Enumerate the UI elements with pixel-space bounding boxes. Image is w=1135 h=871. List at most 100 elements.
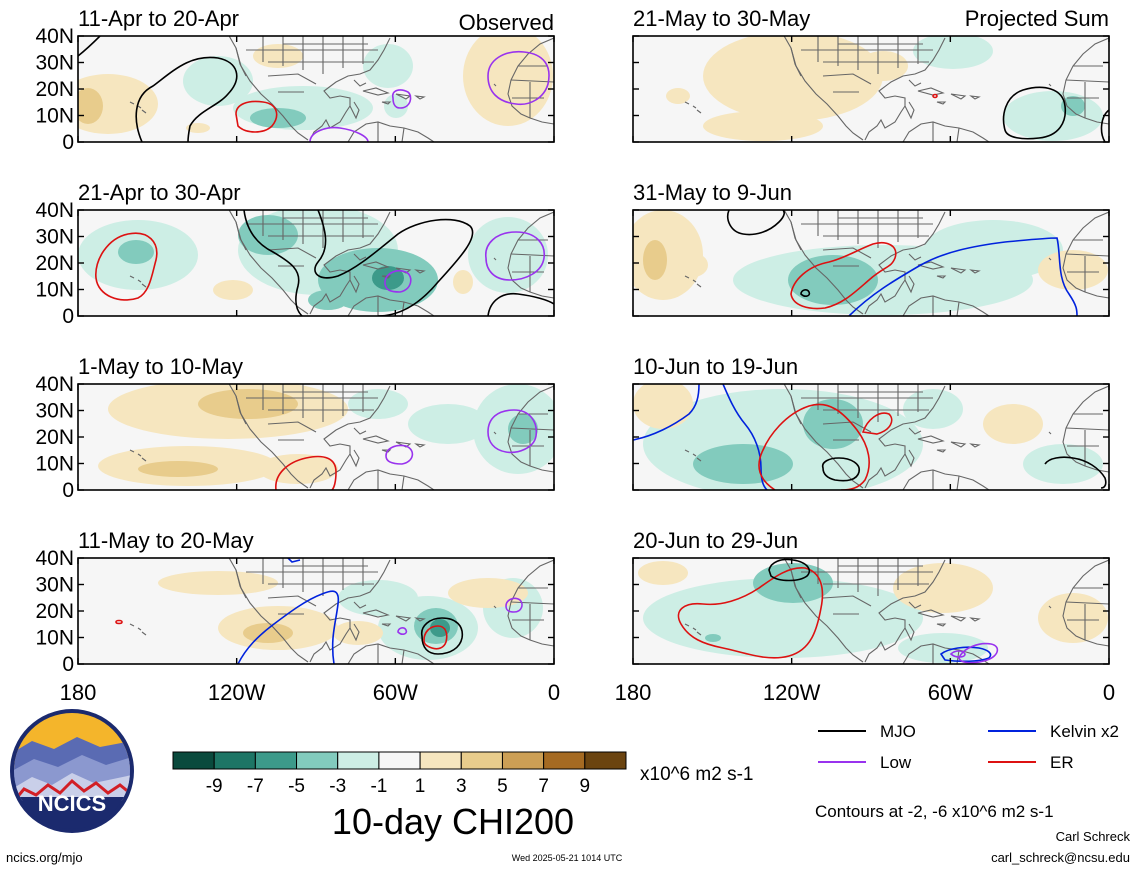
- contour-low: [487, 51, 550, 106]
- colorbar-swatch: [296, 751, 339, 770]
- anomaly-shading: [666, 88, 690, 104]
- contour-er: [932, 93, 938, 99]
- contour-mjo: [135, 56, 238, 142]
- panel-title: 11-May to 20-May: [78, 528, 254, 553]
- colorbar-swatch: [213, 751, 256, 770]
- anomaly-shading: [213, 280, 253, 300]
- contour-mjo: [768, 558, 811, 582]
- contour-mjo: [1044, 456, 1107, 489]
- colorbar-swatch: [254, 751, 298, 770]
- contour-mjo: [821, 457, 861, 482]
- lon-tick-label: 0: [548, 680, 560, 705]
- contour-low: [391, 89, 412, 109]
- anomaly-shading: [348, 389, 408, 419]
- lat-tick-label: 10N: [35, 279, 74, 302]
- legend-item-mjo: MJO: [818, 722, 916, 741]
- contour-low: [485, 231, 545, 281]
- anomaly-shading: [678, 253, 708, 277]
- legend-label: Kelvin x2: [1050, 722, 1119, 741]
- author-email: carl_schreck@ncsu.edu: [991, 850, 1130, 865]
- colorbar-tick-label: -7: [247, 776, 264, 797]
- lon-tick-label: 120W: [763, 680, 821, 705]
- lat-tick-label: 0: [62, 305, 74, 328]
- anomaly-shading: [893, 563, 993, 613]
- anomaly-shading: [913, 36, 993, 69]
- lat-tick-label: 40N: [35, 25, 74, 48]
- contour-low: [385, 444, 414, 465]
- lat-tick-label: 0: [62, 479, 74, 502]
- colorbar-tick-label: 5: [497, 776, 508, 797]
- anomaly-shading: [430, 619, 450, 637]
- lat-tick-label: 20N: [35, 600, 74, 623]
- anomaly-shading: [703, 111, 823, 141]
- lon-tick-label: 120W: [208, 680, 266, 705]
- anomaly-shading: [233, 86, 373, 130]
- colorbar-tick-label: -9: [206, 776, 223, 797]
- lat-tick-label: 10N: [35, 453, 74, 476]
- anomaly-shading: [363, 44, 413, 88]
- anomaly-shading: [898, 633, 988, 663]
- contour-mjo: [800, 289, 811, 297]
- anomaly-shading: [1038, 593, 1108, 643]
- colorbar-swatch: [172, 751, 215, 770]
- panel-title: 10-Jun to 19-Jun: [633, 354, 798, 379]
- anomaly-shading: [923, 220, 1063, 280]
- map-panel: 10-Jun to 19-Jun: [632, 354, 1110, 491]
- contour-mjo: [243, 210, 303, 316]
- contour-er: [235, 100, 278, 133]
- anomaly-shading: [138, 461, 218, 477]
- anomaly-shading: [333, 621, 383, 645]
- contour-mjo: [487, 292, 554, 316]
- lon-tick-label: 60W: [928, 680, 973, 705]
- contour-mjo: [1002, 86, 1067, 140]
- anomaly-shading: [1023, 444, 1103, 484]
- contour-low: [397, 627, 408, 635]
- panel-title: 21-May to 30-May: [633, 6, 810, 31]
- anomaly-shading: [633, 384, 693, 429]
- site-url: ncics.org/mjo: [6, 850, 83, 865]
- lat-tick-label: 30N: [35, 400, 74, 423]
- legend-label: Low: [880, 753, 912, 772]
- lat-tick-label: 0: [62, 131, 74, 154]
- colorbar-swatch: [378, 751, 421, 770]
- colorbar-tick-label: -1: [370, 776, 387, 797]
- lat-tick-label: 30N: [35, 574, 74, 597]
- map-panel: 180 120W 60W 0 20-Jun to 29-Jun: [615, 528, 1115, 705]
- contour-low: [505, 597, 523, 613]
- lat-tick-label: 30N: [35, 52, 74, 75]
- map-panel: 40N 30N 20N 10N 0 180 120W 60W 0 11-May to 20-May: [35, 528, 560, 705]
- panel-title: 21-Apr to 30-Apr: [78, 180, 241, 205]
- map-panel: 21-May to 30-May Projected Sum: [632, 6, 1110, 143]
- colorbar-swatch: [584, 751, 627, 770]
- contour-kelvin: [287, 558, 301, 563]
- anomaly-shading: [643, 240, 667, 280]
- colorbar: -9 -7 -5 -3 -1 1 3 5 7 9: [172, 751, 627, 797]
- contour-er: [275, 455, 337, 490]
- anomaly-shading: [78, 88, 103, 124]
- contour-mjo: [727, 210, 785, 236]
- anomaly-shading: [638, 561, 688, 585]
- colorbar-swatch: [501, 751, 545, 770]
- lat-tick-label: 0: [62, 653, 74, 676]
- anomaly-shading: [243, 623, 293, 643]
- anomaly-shading: [803, 399, 863, 449]
- colorbar-tick-label: 9: [580, 776, 591, 797]
- ncics-logo: NCICS: [10, 709, 134, 833]
- bottom-layer: NCICS -9 -7 -5 -3 -1 1 3 5 7 9 x10^6 m2 s-1 10-da…: [6, 709, 1130, 865]
- colorbar-swatch: [419, 751, 462, 770]
- anomaly-shading: [118, 240, 154, 264]
- contour-low: [487, 409, 538, 454]
- contour-kelvin: [848, 237, 1078, 316]
- contour-kelvin: [237, 590, 340, 664]
- legend-label: MJO: [880, 722, 916, 741]
- contour-er: [95, 232, 158, 301]
- legend-item-er: ER: [988, 753, 1074, 772]
- anomaly-shading: [453, 270, 473, 294]
- anomaly-shading: [788, 255, 878, 305]
- colorbar-units: x10^6 m2 s-1: [640, 764, 753, 785]
- colorbar-swatch: [543, 751, 586, 770]
- lat-tick-label: 20N: [35, 252, 74, 275]
- map-panel: 31-May to 9-Jun: [632, 180, 1110, 317]
